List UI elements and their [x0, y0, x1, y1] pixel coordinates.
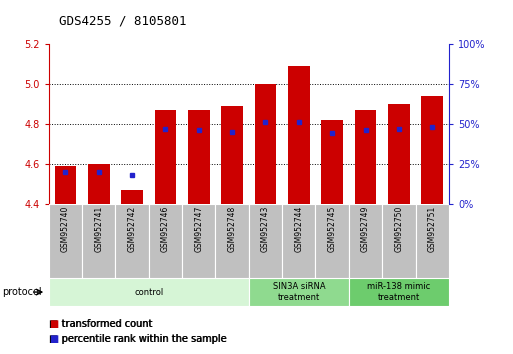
Text: SIN3A siRNA
treatment: SIN3A siRNA treatment — [272, 282, 325, 302]
Text: percentile rank within the sample: percentile rank within the sample — [62, 334, 227, 344]
Bar — [354, 110, 377, 204]
Bar — [49, 204, 82, 278]
Bar — [182, 204, 215, 278]
Text: control: control — [134, 287, 164, 297]
Text: GSM952744: GSM952744 — [294, 206, 303, 252]
Text: ■: ■ — [49, 334, 58, 344]
Text: GSM952747: GSM952747 — [194, 206, 203, 252]
Text: GSM952746: GSM952746 — [161, 206, 170, 252]
Bar — [215, 204, 249, 278]
Text: GDS4255 / 8105801: GDS4255 / 8105801 — [59, 14, 187, 27]
Bar — [149, 204, 182, 278]
Text: GSM952750: GSM952750 — [394, 206, 403, 252]
Text: ■: ■ — [49, 319, 58, 329]
Bar — [421, 96, 443, 204]
Text: GSM952749: GSM952749 — [361, 206, 370, 252]
Bar — [249, 204, 282, 278]
Text: GSM952741: GSM952741 — [94, 206, 103, 252]
Text: GSM952743: GSM952743 — [261, 206, 270, 252]
Bar — [121, 190, 143, 204]
Bar — [49, 278, 249, 306]
Bar — [254, 84, 277, 204]
Bar — [349, 204, 382, 278]
Bar — [349, 278, 449, 306]
Bar — [416, 204, 449, 278]
Bar — [54, 166, 76, 204]
Text: GSM952742: GSM952742 — [128, 206, 136, 252]
Text: miR-138 mimic
treatment: miR-138 mimic treatment — [367, 282, 430, 302]
Text: ■ percentile rank within the sample: ■ percentile rank within the sample — [49, 334, 226, 344]
Bar — [388, 104, 410, 204]
Text: ■ transformed count: ■ transformed count — [49, 319, 152, 329]
Bar — [154, 110, 176, 204]
Bar — [88, 164, 110, 204]
Text: GSM952751: GSM952751 — [428, 206, 437, 252]
Bar — [82, 204, 115, 278]
Text: GSM952740: GSM952740 — [61, 206, 70, 252]
Bar — [188, 110, 210, 204]
Bar — [221, 106, 243, 204]
Text: protocol: protocol — [3, 287, 42, 297]
Bar — [382, 204, 416, 278]
Bar — [249, 278, 349, 306]
Bar — [282, 204, 315, 278]
Bar — [288, 66, 310, 204]
Bar — [321, 120, 343, 204]
Bar — [315, 204, 349, 278]
Text: GSM952745: GSM952745 — [328, 206, 337, 252]
Text: transformed count: transformed count — [62, 319, 152, 329]
Text: GSM952748: GSM952748 — [228, 206, 236, 252]
Bar — [115, 204, 149, 278]
